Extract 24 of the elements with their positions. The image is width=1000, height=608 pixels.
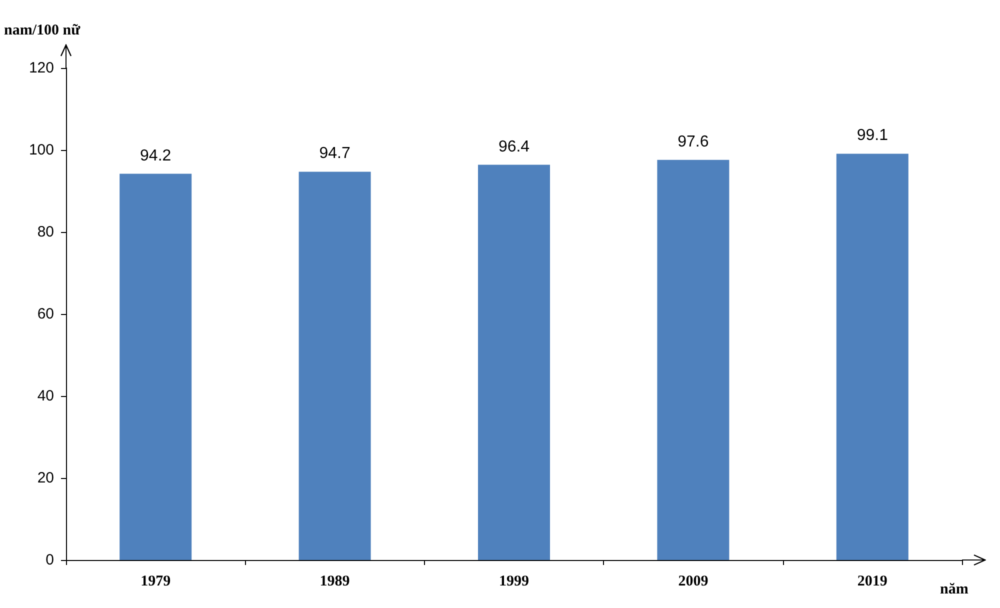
y-tick-label: 120 (28, 60, 54, 76)
y-tick-label: 20 (37, 470, 54, 486)
x-tick-label: 1979 (140, 574, 171, 590)
y-tick-label: 60 (37, 306, 54, 322)
x-tick-label: 1999 (499, 574, 529, 590)
y-tick-label: 80 (37, 224, 54, 240)
bar (120, 174, 192, 560)
x-tick-label: 2019 (857, 574, 888, 590)
bar (657, 160, 730, 560)
x-axis-title: năm (940, 582, 969, 598)
data-label: 94.7 (319, 145, 350, 162)
bar (836, 154, 908, 560)
data-label: 97.6 (678, 133, 709, 150)
data-label: 99.1 (856, 127, 888, 144)
x-tick-label: 2009 (678, 574, 708, 590)
y-tick-label: 100 (28, 142, 54, 158)
y-axis-title: nam/100 nữ (4, 22, 82, 38)
y-tick-label: 40 (37, 388, 54, 404)
data-label: 96.4 (498, 138, 530, 156)
x-tick-label: 1989 (320, 574, 350, 590)
bar (478, 164, 550, 560)
data-label: 94.2 (140, 147, 172, 164)
bar (298, 172, 371, 560)
y-tick-label: 0 (46, 552, 54, 568)
